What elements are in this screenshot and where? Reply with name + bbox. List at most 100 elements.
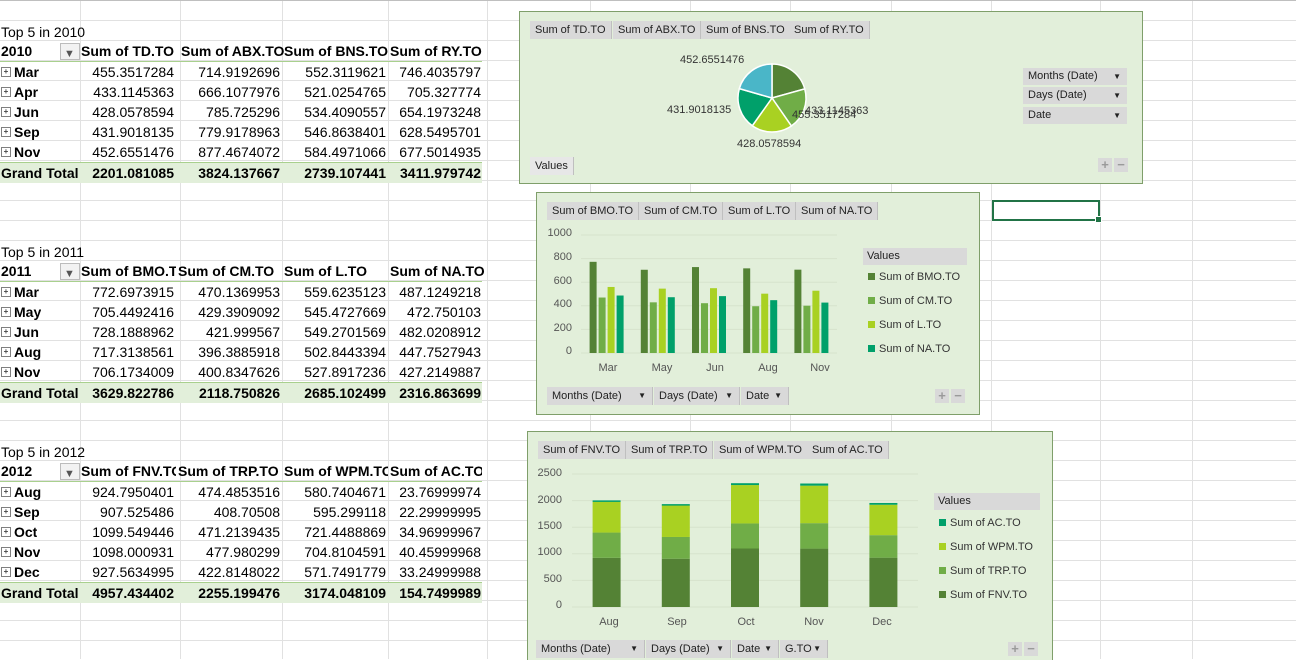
bar[interactable] [794, 269, 802, 353]
cell-value[interactable]: 396.3885918 [198, 344, 280, 360]
bar[interactable] [719, 296, 726, 353]
filter-days-date[interactable]: Days (Date) ▼ [654, 387, 740, 405]
cell-value[interactable]: 2316.863699 [399, 385, 481, 401]
cell-value[interactable]: 527.8917236 [304, 364, 386, 380]
expand-icon[interactable]: + [1, 527, 11, 538]
cell-value[interactable]: 714.9192696 [198, 64, 280, 80]
table-row[interactable]: + Mar 772.6973915 470.1369953 559.6235123… [0, 282, 482, 302]
filter-months-date[interactable]: Months (Date) ▼ [547, 387, 653, 405]
expand-icon[interactable]: + [1, 367, 11, 378]
cell-value[interactable]: 521.0254765 [304, 84, 386, 100]
grand-total-row[interactable]: Grand Total 3629.822786 2118.750826 2685… [0, 382, 482, 403]
field-button[interactable]: Sum of L.TO [723, 202, 797, 220]
cell-value[interactable]: 447.7527943 [399, 344, 481, 360]
stacked-bar-segment[interactable] [661, 536, 690, 559]
cell-value[interactable]: 2255.199476 [198, 585, 280, 601]
expand-icon[interactable]: + [1, 147, 11, 158]
cell-value[interactable]: 628.5495701 [399, 124, 481, 140]
column-header[interactable]: Sum of WPM.TO [284, 463, 388, 479]
stacked-bar-segment[interactable] [869, 504, 898, 536]
stacked-bar-segment[interactable] [800, 523, 829, 549]
bar[interactable] [667, 297, 675, 353]
cell-value[interactable]: 472.750103 [407, 304, 481, 320]
table-row[interactable]: + Oct 1099.549446 471.2139435 721.4488869… [0, 522, 482, 542]
filter-date[interactable]: Date ▼ [741, 387, 789, 405]
bar[interactable] [803, 305, 811, 353]
cell-value[interactable]: 721.4488869 [304, 524, 386, 540]
stacked-bar-segment[interactable] [592, 500, 621, 502]
stacked-bar-segment[interactable] [661, 505, 690, 537]
field-button[interactable]: Sum of CM.TO [639, 202, 724, 220]
cell-value[interactable]: 154.7499989 [399, 585, 481, 601]
cell-value[interactable]: 4957.434402 [92, 585, 174, 601]
table-row[interactable]: + Apr 433.1145363 666.1077976 521.0254765… [0, 82, 482, 102]
filter-button[interactable]: ▼ [60, 463, 80, 480]
pivot-table[interactable]: 2012 ▼ Sum of FNV.TO Sum of TRP.TO Sum o… [0, 461, 482, 603]
cell-value[interactable]: 559.6235123 [304, 284, 386, 300]
minus-icon[interactable]: − [1024, 642, 1038, 656]
stacked-bar-segment[interactable] [592, 532, 621, 558]
minus-icon[interactable]: − [1114, 158, 1128, 172]
pie-slice[interactable] [738, 63, 773, 99]
values-button[interactable]: Values [530, 157, 574, 175]
bar[interactable] [692, 267, 699, 353]
bar[interactable] [607, 286, 615, 353]
plus-icon[interactable]: + [935, 389, 949, 403]
filter-button[interactable]: ▼ [60, 263, 80, 280]
pivot-table[interactable]: 2010 ▼ Sum of TD.TO Sum of ABX.TO Sum of… [0, 41, 482, 183]
cell-value[interactable]: 595.299118 [313, 504, 386, 520]
field-button[interactable]: Sum of ABX.TO [613, 21, 702, 39]
column-header[interactable]: Sum of AC.TO [390, 463, 482, 479]
field-button[interactable]: Sum of WPM.TO [714, 441, 808, 459]
bar[interactable] [743, 268, 751, 353]
pie-slice[interactable] [771, 63, 806, 99]
stacked-bar-segment[interactable] [869, 557, 898, 607]
cell-value[interactable]: 3824.137667 [198, 165, 280, 181]
cell-value[interactable]: 779.9178963 [198, 124, 280, 140]
grand-total-row[interactable]: Grand Total 4957.434402 2255.199476 3174… [0, 582, 482, 603]
table-row[interactable]: + Aug 924.7950401 474.4853516 580.7404671… [0, 482, 482, 502]
bar[interactable] [616, 295, 624, 353]
column-header[interactable]: Sum of BMO.TO [81, 263, 176, 279]
field-button[interactable]: Sum of BMO.TO [547, 202, 640, 220]
filter-gto[interactable]: G.TO ▼ [780, 640, 828, 658]
expand-icon[interactable]: + [1, 347, 11, 358]
filter-date[interactable]: Date ▼ [732, 640, 779, 658]
field-button[interactable]: Sum of RY.TO [789, 21, 870, 39]
pie-slice[interactable] [751, 96, 793, 133]
stacked-bar-segment[interactable] [869, 535, 898, 558]
field-button[interactable]: Sum of NA.TO [796, 202, 879, 220]
cell-value[interactable]: 433.1145363 [93, 84, 174, 100]
cell-value[interactable]: 746.4035797 [399, 64, 481, 80]
column-header[interactable]: Sum of CM.TO [178, 263, 275, 279]
bar[interactable] [752, 306, 760, 353]
filter-date[interactable]: Date ▼ [1023, 107, 1127, 124]
column-header[interactable]: Sum of NA.TO [390, 263, 485, 279]
cell-value[interactable]: 706.1734009 [92, 364, 174, 380]
table-row[interactable]: + Sep 431.9018135 779.9178963 546.8638401… [0, 122, 482, 142]
table-row[interactable]: + Nov 452.6551476 877.4674072 584.4971066… [0, 142, 482, 162]
expand-icon[interactable]: + [1, 487, 11, 498]
filter-months-date[interactable]: Months (Date) ▼ [1023, 68, 1127, 85]
stacked-bar-chart-2012[interactable]: Sum of FNV.TO Sum of TRP.TO Sum of WPM.T… [527, 431, 1053, 660]
column-header[interactable]: Sum of TRP.TO [178, 463, 279, 479]
fill-handle[interactable] [1095, 216, 1102, 223]
bar[interactable] [598, 297, 606, 353]
stacked-bar-segment[interactable] [731, 485, 759, 524]
expand-icon[interactable]: + [1, 307, 11, 318]
table-row[interactable]: + Aug 717.3138561 396.3885918 502.8443394… [0, 342, 482, 362]
cell-value[interactable]: 666.1077976 [198, 84, 280, 100]
expand-collapse-buttons[interactable]: + − [1096, 157, 1128, 172]
expand-icon[interactable]: + [1, 567, 11, 578]
bar[interactable] [640, 269, 648, 353]
filter-months-date[interactable]: Months (Date) ▼ [536, 640, 645, 658]
cell-value[interactable]: 654.1973248 [399, 104, 481, 120]
table-row[interactable]: + Jun 428.0578594 785.725296 534.4090557 … [0, 102, 482, 122]
cell-value[interactable]: 571.7491779 [304, 564, 386, 580]
cell-value[interactable]: 552.3119621 [305, 64, 386, 80]
cell-value[interactable]: 704.8104591 [304, 544, 386, 560]
stacked-bar-segment[interactable] [731, 548, 759, 607]
field-button[interactable]: Sum of AC.TO [807, 441, 889, 459]
table-row[interactable]: + Dec 927.5634995 422.8148022 571.7491779… [0, 562, 482, 582]
expand-collapse-buttons[interactable]: + − [933, 388, 965, 403]
